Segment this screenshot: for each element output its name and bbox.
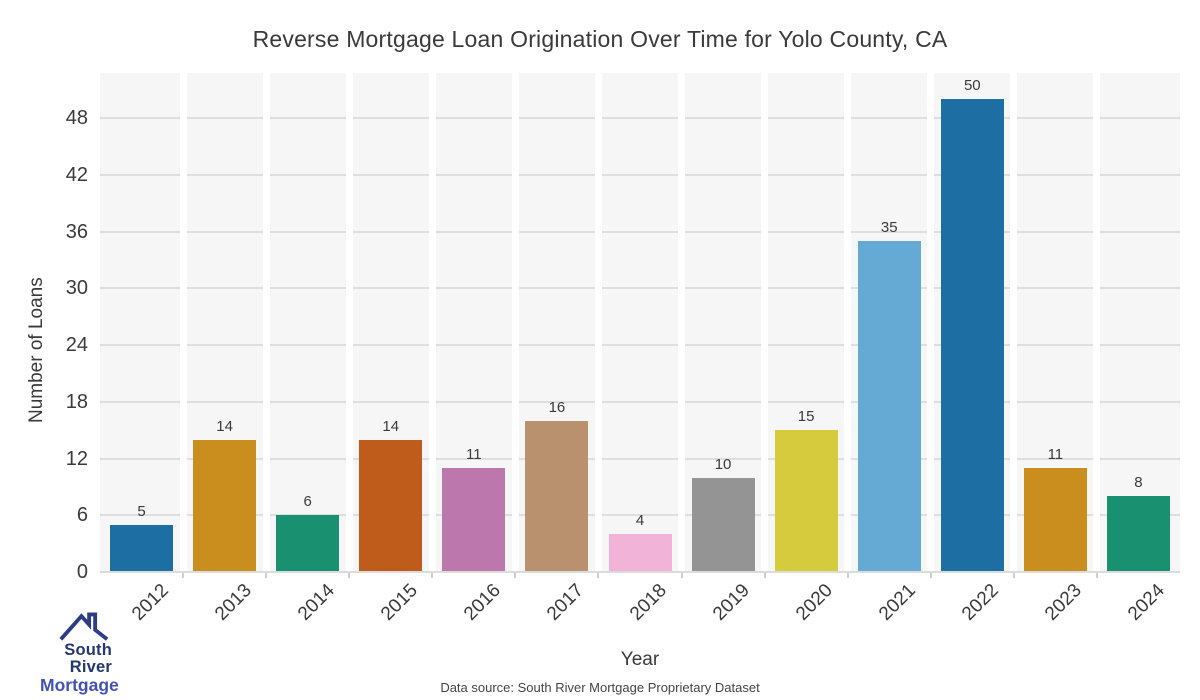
x-tick-mark [348, 573, 351, 578]
x-tick-label: 2017 [543, 580, 588, 625]
y-tick-label: 12 [65, 447, 88, 470]
bar-2018 [608, 534, 672, 572]
bar-2023 [1023, 468, 1087, 572]
bar-2020 [774, 430, 838, 572]
y-tick-label: 30 [65, 277, 88, 300]
bar-value-label: 4 [635, 512, 645, 530]
bar-value-label: 8 [1134, 474, 1143, 492]
category-separator [1093, 73, 1101, 572]
x-tick-mark [1095, 573, 1098, 578]
south-river-mortgage-logo: South River Mortgage [18, 611, 130, 695]
gridline [100, 457, 1180, 460]
x-tick-mark [846, 573, 849, 578]
gridline [100, 117, 1180, 120]
chart-title: Reverse Mortgage Loan Origination Over T… [252, 26, 948, 52]
x-tick-mark [597, 573, 600, 578]
y-tick-label: 36 [65, 220, 88, 243]
logo-line2: Mortgage [40, 675, 119, 695]
x-tick-label: 2019 [709, 580, 754, 625]
bar-2012 [110, 524, 174, 572]
bar-2019 [691, 477, 755, 572]
x-tick-mark [431, 573, 434, 578]
bar-value-label: 10 [714, 455, 732, 473]
bar-2024 [1106, 496, 1170, 572]
y-tick-label: 18 [65, 390, 88, 413]
bar-value-label: 14 [216, 417, 233, 435]
gridline [100, 230, 1180, 233]
x-tick-mark [1012, 573, 1015, 578]
data-source-note: Data source: South River Mortgage Propri… [440, 680, 760, 695]
x-tick-mark [929, 573, 932, 578]
x-tick-mark [265, 573, 268, 578]
y-tick-label: 42 [65, 164, 88, 187]
category-separator [844, 73, 852, 572]
x-tick-label: 2022 [958, 580, 1004, 625]
category-separator [1010, 73, 1018, 572]
x-tick-mark [514, 573, 517, 578]
category-separator [428, 73, 436, 572]
x-tick-label: 2021 [875, 580, 921, 625]
category-separator [262, 73, 270, 572]
gridline [100, 344, 1180, 347]
x-tick-label: 2013 [210, 580, 256, 625]
bar-value-label: 11 [466, 446, 482, 464]
x-tick-mark [182, 573, 185, 578]
y-tick-label: 0 [76, 561, 88, 583]
bar-2016 [442, 468, 506, 572]
x-tick-label: 2023 [1041, 580, 1087, 625]
bar-2017 [525, 420, 589, 572]
gridline [100, 174, 1180, 177]
x-tick-label: 2015 [376, 580, 422, 625]
bar-value-label: 6 [303, 493, 312, 511]
category-separator [179, 73, 187, 572]
x-tick-label: 2020 [792, 580, 837, 625]
y-tick-label: 6 [76, 504, 88, 527]
bar-value-label: 35 [880, 219, 898, 237]
bar-2021 [857, 241, 921, 572]
bar-2015 [359, 439, 423, 572]
category-separator [511, 73, 519, 572]
logo-line1: South River [64, 641, 112, 676]
gridline [100, 287, 1180, 290]
bar-2014 [276, 515, 340, 572]
category-separator [345, 73, 353, 572]
category-separator [761, 73, 769, 572]
bar-value-label: 50 [963, 77, 981, 95]
house-roof-icon [59, 612, 109, 641]
y-tick-label: 48 [65, 107, 88, 130]
bar-value-label: 11 [1047, 446, 1064, 464]
bar-value-label: 14 [382, 417, 400, 435]
x-tick-label: 2018 [626, 580, 671, 625]
x-tick-label: 2014 [293, 580, 339, 625]
x-tick-label: 2024 [1124, 580, 1170, 625]
bar-value-label: 5 [137, 502, 146, 520]
x-axis-line [100, 571, 1180, 573]
x-tick-label: 2016 [459, 580, 505, 625]
bar-value-label: 15 [797, 408, 815, 426]
bar-2013 [193, 439, 257, 572]
category-separator [678, 73, 686, 572]
gridline [100, 514, 1180, 517]
bar-2022 [940, 99, 1004, 572]
x-axis-label: Year [620, 649, 660, 670]
x-tick-mark [763, 573, 766, 578]
plot-area: 5 14 6 14 11 16 4 10 15 35 50 11 8 [100, 73, 1180, 572]
category-separator [594, 73, 602, 572]
y-tick-label: 24 [65, 334, 88, 357]
bar-value-label: 16 [548, 398, 566, 416]
x-tick-mark [680, 573, 683, 578]
gridline [100, 400, 1180, 403]
category-separator [927, 73, 935, 572]
